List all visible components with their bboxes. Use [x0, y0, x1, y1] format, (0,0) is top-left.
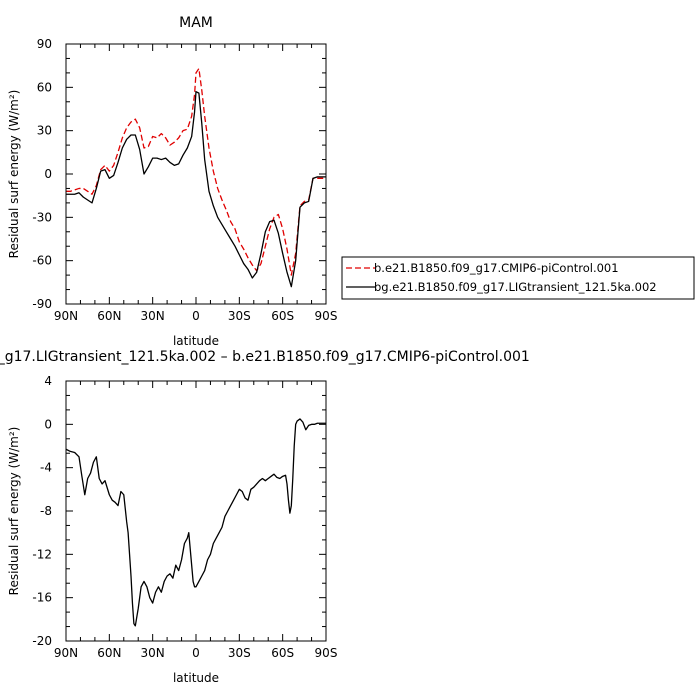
y-tick-label: -4: [40, 461, 52, 475]
x-tick-label: 90S: [315, 309, 338, 323]
y-tick-label: -90: [32, 297, 52, 311]
plot-frame: [65, 380, 327, 642]
x-axis-label: latitude: [173, 334, 219, 348]
y-tick-label: -8: [40, 504, 52, 518]
y-tick-label: 0: [44, 417, 52, 431]
x-tick-label: 60N: [97, 309, 121, 323]
chart-top: MAM 90N 60N 30N 0 30S 60S 90S -90 -60 -30 0 30 60 90 la…: [7, 15, 695, 348]
y-tick-label: -12: [32, 547, 52, 561]
x-tick-label: 90S: [315, 646, 338, 660]
legend-label-0: b.e21.B1850.f09_g17.CMIP6-piControl.001: [374, 261, 619, 275]
chart-title: MAM: [179, 15, 213, 31]
series-line-0: [66, 67, 326, 276]
x-tick-label: 60N: [97, 646, 121, 660]
chart-title: bg.e21.B1850.f09_g17.LIGtransient_121.5k…: [0, 349, 530, 365]
y-tick-label: 90: [37, 37, 52, 51]
x-tick-label: 0: [192, 646, 200, 660]
y-axis-label: Residual surf energy (W/m²): [7, 427, 21, 596]
y-tick-label: 60: [37, 80, 52, 94]
x-tick-label: 30S: [228, 309, 251, 323]
y-tick-label: -30: [32, 210, 52, 224]
y-tick-label: 4: [44, 374, 52, 388]
x-tick-label: 30N: [141, 309, 165, 323]
x-tick-label: 90N: [54, 309, 78, 323]
y-tick-label: 30: [37, 124, 52, 138]
x-tick-label: 30S: [228, 646, 251, 660]
x-tick-label: 0: [192, 309, 200, 323]
series-line-1: [66, 91, 326, 288]
x-axis-label: latitude: [173, 671, 219, 685]
plot-frame: [65, 43, 327, 305]
legend-box: [341, 256, 695, 300]
y-axis-label: Residual surf energy (W/m²): [7, 90, 21, 259]
chart-bottom: bg.e21.B1850.f09_g17.LIGtransient_121.5k…: [0, 349, 530, 685]
y-tick-label: -20: [32, 634, 52, 648]
legend-label-1: bg.e21.B1850.f09_g17.LIGtransient_121.5k…: [374, 280, 657, 294]
y-tick-label: -16: [32, 591, 52, 605]
series-line-0: [65, 418, 326, 627]
x-tick-label: 60S: [271, 309, 294, 323]
x-tick-label: 30N: [141, 646, 165, 660]
y-tick-label: 0: [44, 167, 52, 181]
x-tick-label: 60S: [271, 646, 294, 660]
x-tick-label: 90N: [54, 646, 78, 660]
y-tick-label: -60: [32, 254, 52, 268]
